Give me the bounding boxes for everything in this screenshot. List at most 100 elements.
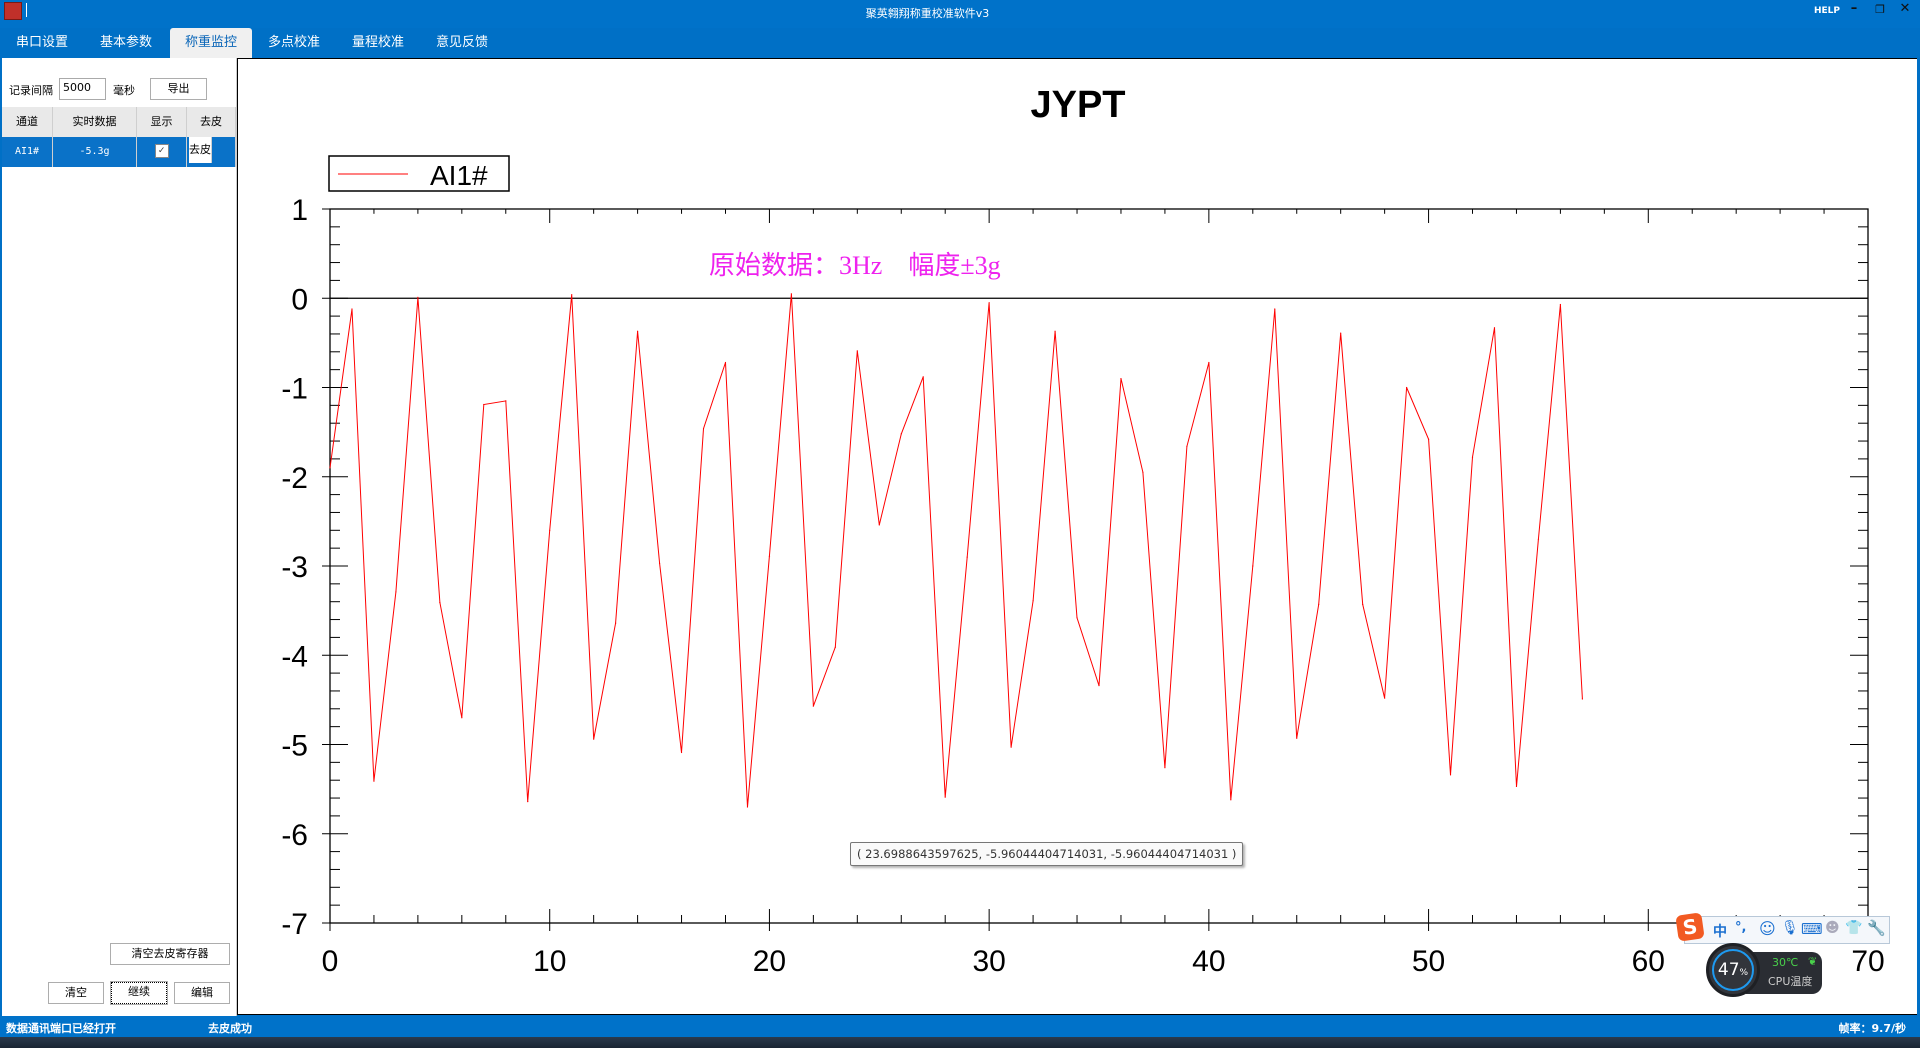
tab-weighing-monitor[interactable]: 称重监控 [170, 28, 252, 58]
cell-channel: AI1# [2, 137, 53, 167]
show-checkbox[interactable]: ✓ [154, 144, 169, 158]
chart-annotation: 原始数据：3Hz 幅度±3g [709, 251, 1001, 280]
interval-input[interactable]: 5000 [59, 78, 106, 100]
y-tick-label: 1 [291, 194, 308, 227]
data-point [746, 806, 749, 808]
header-show: 显示 [137, 107, 187, 137]
data-point [329, 467, 331, 469]
x-tick-label: 20 [753, 945, 786, 978]
interval-unit: 毫秒 [113, 84, 135, 97]
ime-mode-toggle[interactable]: 中 [1713, 924, 1727, 940]
sogou-logo-icon: S [1675, 912, 1705, 942]
data-point [856, 350, 858, 352]
user-icon[interactable]: ☻ [1825, 920, 1840, 936]
cell-realtime-value: -5.3g [53, 137, 137, 167]
data-point [1120, 377, 1122, 380]
tab-basic-params[interactable]: 基本参数 [99, 35, 152, 50]
plot-frame [329, 208, 1869, 924]
cpu-usage-value: 47 [1717, 960, 1740, 980]
edit-button[interactable]: 编辑 [174, 982, 230, 1004]
data-point [790, 293, 793, 295]
continue-button[interactable]: 继续 [110, 981, 168, 1005]
data-point [812, 705, 814, 707]
data-tooltip: ( 23.6988643597625, -5.96044404714031, -… [850, 842, 1244, 866]
data-point [658, 562, 661, 564]
tab-bar: 串口设置 基本参数 称重监控 多点校准 量程校准 意见反馈 [0, 28, 1920, 58]
port-status: 数据通讯端口已经打开 [6, 1022, 116, 1035]
status-message: 去皮成功 [208, 1022, 252, 1035]
close-icon[interactable]: ✕ [1899, 1, 1911, 16]
data-point [724, 361, 727, 364]
status-bar: 数据通讯端口已经打开 去皮成功 帧率：9.7/秒 [0, 1016, 1920, 1037]
chart-panel[interactable]: JYPT AI1# 原始数据：3Hz 幅度±3g 0 10 20 30 40 50 60 70… [237, 58, 1917, 1015]
cpu-monitor-widget[interactable]: 30℃ ❦ CPU温度 47% [1706, 943, 1824, 1001]
cpu-temp-label: CPU温度 [1768, 975, 1813, 988]
x-tick-label: 40 [1192, 945, 1225, 978]
data-point [373, 780, 375, 782]
restore-icon[interactable]: ❐ [1875, 3, 1885, 16]
x-tick-label: 30 [972, 945, 1005, 978]
tab-range-calibration[interactable]: 量程校准 [351, 35, 404, 50]
y-tick-label: 0 [291, 283, 308, 316]
minimize-icon[interactable]: – [1850, 1, 1858, 16]
header-tare: 去皮 [187, 107, 236, 137]
emoji-icon[interactable]: ☺ [1759, 919, 1776, 938]
microphone-icon[interactable]: 🎙 [1781, 920, 1799, 936]
data-point [900, 433, 902, 435]
keyboard-icon[interactable]: ⌨ [1801, 920, 1823, 938]
data-point [461, 717, 463, 719]
title-bar: 聚英翱翔称重校准软件v3 HELP – ❐ ✕ [0, 0, 1920, 28]
y-tick-label: -6 [281, 819, 308, 852]
line-chart[interactable]: JYPT AI1# 原始数据：3Hz 幅度±3g 0 10 20 30 40 50 60 70… [238, 59, 1918, 1016]
data-point [571, 294, 573, 296]
data-point [680, 751, 683, 754]
export-button[interactable]: 导出 [150, 78, 207, 100]
tab-multipoint-calibration[interactable]: 多点校准 [267, 35, 320, 50]
cell-show: ✓ [137, 137, 187, 167]
data-point [1515, 785, 1518, 788]
data-point [505, 400, 507, 402]
data-point [768, 555, 771, 557]
cpu-usage-unit: % [1739, 968, 1749, 978]
clear-button[interactable]: 清空 [48, 982, 104, 1004]
table-row[interactable]: AI1# -5.3g ✓ 去皮 [2, 137, 236, 167]
data-point [1471, 456, 1474, 458]
x-tick-label: 60 [1632, 945, 1665, 978]
y-tick-label: -5 [281, 730, 308, 763]
cpu-usage-gauge: 47% [1706, 943, 1760, 997]
tab-serial-settings[interactable]: 串口设置 [15, 35, 68, 50]
data-point [351, 308, 353, 310]
data-point [878, 524, 880, 526]
data-point [483, 403, 485, 406]
data-point [1274, 308, 1276, 310]
data-point [637, 330, 639, 332]
data-point [1164, 767, 1166, 769]
data-point [1296, 737, 1298, 739]
data-point [1208, 361, 1210, 364]
data-point [1142, 471, 1144, 473]
data-point [834, 646, 836, 648]
tab-feedback[interactable]: 意见反馈 [435, 35, 488, 50]
data-point [1032, 600, 1034, 602]
wrench-icon[interactable]: 🔧 [1867, 919, 1886, 937]
data-point [1340, 332, 1342, 334]
leaf-icon: ❦ [1808, 955, 1818, 968]
skin-shirt-icon[interactable]: 👕 [1845, 920, 1863, 936]
data-point [1537, 538, 1540, 540]
tare-button[interactable]: 去皮 [189, 137, 212, 163]
data-point [1230, 799, 1232, 801]
ime-punct-toggle[interactable]: °, [1735, 920, 1747, 935]
y-tick-label: -7 [281, 908, 308, 941]
window-title: 聚英翱翔称重校准软件v3 [865, 7, 990, 20]
frame-rate: 帧率：9.7/秒 [1838, 1022, 1906, 1035]
data-point [988, 302, 990, 304]
data-point [549, 529, 551, 531]
data-point [1384, 697, 1386, 699]
help-button[interactable]: HELP [1814, 6, 1841, 16]
clear-tare-register-button[interactable]: 清空去皮寄存器 [110, 943, 230, 965]
cell-tare: 去皮 [187, 137, 236, 167]
data-point [1406, 386, 1408, 389]
data-point [615, 622, 617, 624]
data-point [922, 376, 924, 378]
data-point [1186, 445, 1188, 448]
